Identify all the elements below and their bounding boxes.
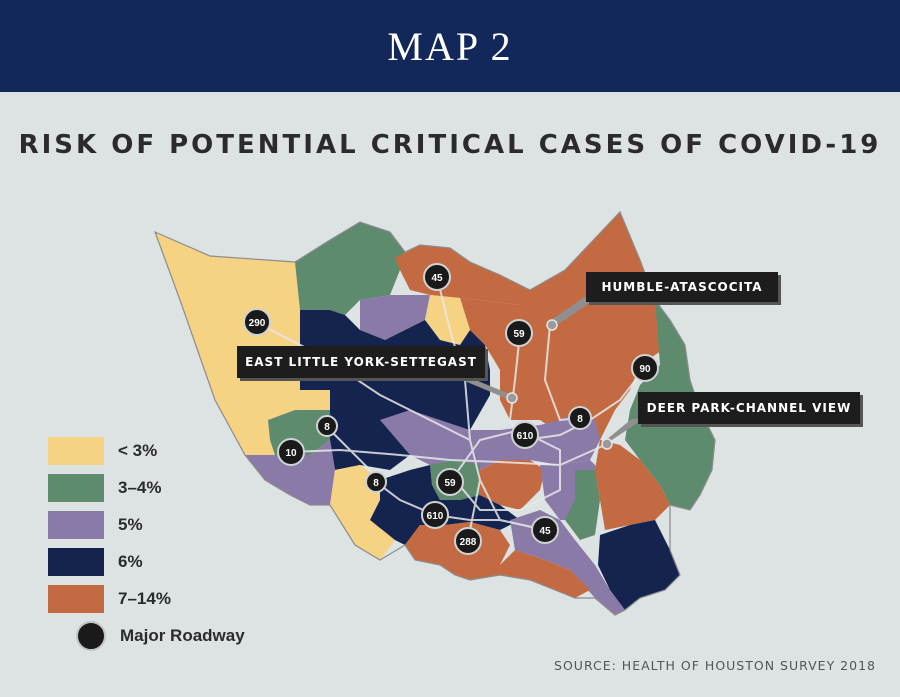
road-label: 290 (249, 318, 266, 329)
road-shield-610-north: 610 (511, 421, 539, 449)
road-label: 8 (373, 478, 379, 489)
legend-swatch-6 (48, 547, 104, 576)
legend-label: 5% (118, 514, 143, 534)
road-label: 8 (324, 422, 330, 433)
road-shield-288: 288 (454, 527, 482, 555)
legend-item-lt3: < 3% (48, 432, 245, 469)
title-banner: MAP 2 (0, 0, 900, 92)
road-shield-90: 90 (631, 354, 659, 382)
legend-item-3to4: 3–4% (48, 469, 245, 506)
legend-swatch-5 (48, 510, 104, 539)
road-shield-8-west: 8 (316, 415, 338, 437)
region-lt3-northwest (155, 232, 300, 455)
callout-east-little-york-settegast: EAST LITTLE YORK-SETTEGAST (237, 346, 485, 378)
legend-label: 3–4% (118, 477, 162, 497)
region-lt3-west (295, 390, 330, 410)
region-5-north-center (360, 295, 430, 340)
legend-item-7to14: 7–14% (48, 580, 245, 617)
road-label: 90 (639, 364, 651, 375)
map-headline: RISK OF POTENTIAL CRITICAL CASES OF COVI… (18, 130, 882, 160)
road-label: 288 (460, 537, 477, 548)
map-legend: < 3% 3–4% 5% 6% 7–14% Major Roadway (48, 432, 245, 651)
legend-label: 6% (118, 551, 143, 571)
road-label: 45 (539, 526, 551, 537)
region-6-south-center (370, 465, 520, 545)
road-shield-610-south: 610 (421, 501, 449, 529)
road-shield-8-east: 8 (568, 406, 592, 430)
road-shield-45-south: 45 (531, 516, 559, 544)
road-shield-59-north: 59 (505, 319, 533, 347)
road-label: 610 (517, 431, 534, 442)
callout-deer-park-channel-view: DEER PARK-CHANNEL VIEW (638, 392, 860, 424)
road-label: 8 (577, 414, 583, 425)
legend-item-6: 6% (48, 543, 245, 580)
road-shields: 45 290 59 90 8 610 8 10 8 59 610 288 45 (243, 263, 659, 555)
road-label: 45 (431, 273, 443, 284)
legend-item-5: 5% (48, 506, 245, 543)
legend-item-major-roadway: Major Roadway (48, 621, 245, 651)
road-label: 10 (285, 448, 297, 459)
road-dot-icon (76, 621, 106, 651)
legend-label: Major Roadway (120, 626, 245, 645)
callout-humble-atascocita: HUMBLE-ATASCOCITA (586, 272, 778, 302)
callout-markers (506, 319, 613, 450)
humble-atascocita-marker (546, 319, 558, 331)
legend-label: 7–14% (118, 588, 171, 608)
east-little-york-marker (506, 392, 518, 404)
county-outline (153, 210, 716, 616)
map-number-title: MAP 2 (387, 23, 513, 69)
road-shield-45-north: 45 (423, 263, 451, 291)
road-label: 610 (427, 511, 444, 522)
region-7to14-far-south (440, 550, 590, 598)
region-3to4-east-center (565, 470, 600, 540)
legend-label: < 3% (118, 440, 158, 460)
road-shield-59-south: 59 (436, 468, 464, 496)
region-5-central (380, 410, 600, 470)
road-label: 59 (444, 478, 456, 489)
region-5-southwest (245, 440, 335, 505)
legend-swatch-lt3 (48, 436, 104, 465)
legend-swatch-7to14 (48, 584, 104, 613)
road-shield-290: 290 (243, 308, 271, 336)
legend-swatch-3to4 (48, 473, 104, 502)
road-label: 59 (513, 329, 525, 340)
source-credit: SOURCE: HEALTH OF HOUSTON SURVEY 2018 (554, 658, 876, 673)
deer-park-marker (601, 438, 613, 450)
region-6-southeast (598, 520, 680, 610)
road-shield-10: 10 (277, 438, 305, 466)
road-shield-8-south: 8 (365, 471, 387, 493)
region-7to14-east-central (480, 460, 545, 510)
region-7to14-east (595, 440, 670, 530)
